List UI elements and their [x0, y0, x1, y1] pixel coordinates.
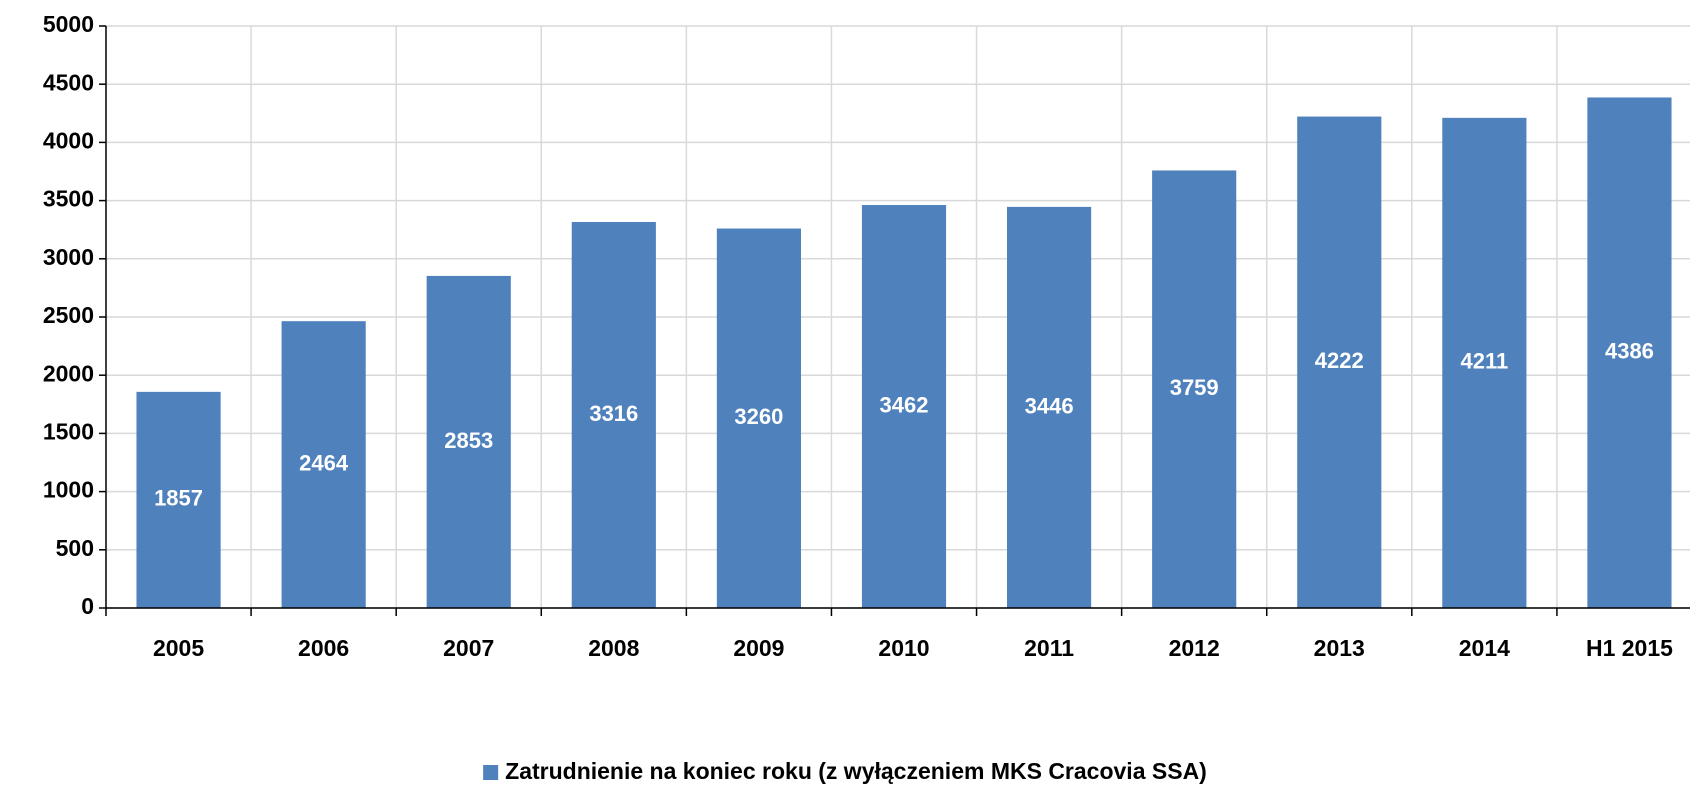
bar: [426, 275, 511, 608]
value-label: 3316: [589, 401, 638, 426]
y-tick-label: 0: [81, 593, 94, 619]
x-tick-label: 2014: [1459, 635, 1510, 661]
y-tick-label: 1500: [43, 418, 94, 444]
value-label: 4222: [1315, 348, 1364, 373]
bar: [1152, 170, 1237, 608]
value-label: 3462: [880, 392, 929, 417]
value-label: 3759: [1170, 375, 1219, 400]
bar: [1587, 97, 1672, 608]
x-tick-label: 2013: [1314, 635, 1365, 661]
bar: [716, 228, 801, 608]
value-label: 4386: [1605, 339, 1654, 364]
x-tick-label: H1 2015: [1586, 635, 1673, 661]
x-tick-label: 2008: [588, 635, 639, 661]
bar: [136, 391, 221, 608]
x-tick-label: 2006: [298, 635, 349, 661]
bar: [1297, 116, 1382, 608]
x-tick-label: 2010: [878, 635, 929, 661]
y-tick-label: 3500: [43, 186, 94, 212]
x-tick-label: 2009: [733, 635, 784, 661]
y-tick-label: 4000: [43, 127, 94, 153]
value-label: 3260: [734, 404, 783, 429]
y-tick-label: 4500: [43, 69, 94, 95]
x-tick-label: 2007: [443, 635, 494, 661]
value-label: 4211: [1460, 349, 1508, 374]
value-label: 2853: [444, 428, 493, 453]
x-tick-label: 2005: [153, 635, 204, 661]
value-label: 1857: [154, 486, 203, 511]
bar: [1442, 117, 1527, 608]
bar: [281, 321, 366, 608]
bar: [1007, 206, 1092, 608]
y-tick-label: 500: [56, 535, 94, 561]
y-tick-label: 3000: [43, 244, 94, 270]
y-tick-label: 2000: [43, 360, 94, 386]
bar: [861, 205, 947, 608]
value-label: 2464: [299, 450, 349, 475]
x-tick-label: 2011: [1024, 635, 1074, 661]
bar: [571, 222, 656, 609]
y-tick-label: 5000: [43, 11, 94, 37]
legend-swatch: [483, 765, 499, 780]
y-tick-label: 1000: [43, 477, 94, 503]
x-tick-label: 2012: [1169, 635, 1220, 661]
y-tick-label: 2500: [43, 302, 94, 328]
legend-label: Zatrudnienie na koniec roku (z wyłączeni…: [505, 758, 1207, 784]
value-label: 3446: [1025, 393, 1074, 418]
